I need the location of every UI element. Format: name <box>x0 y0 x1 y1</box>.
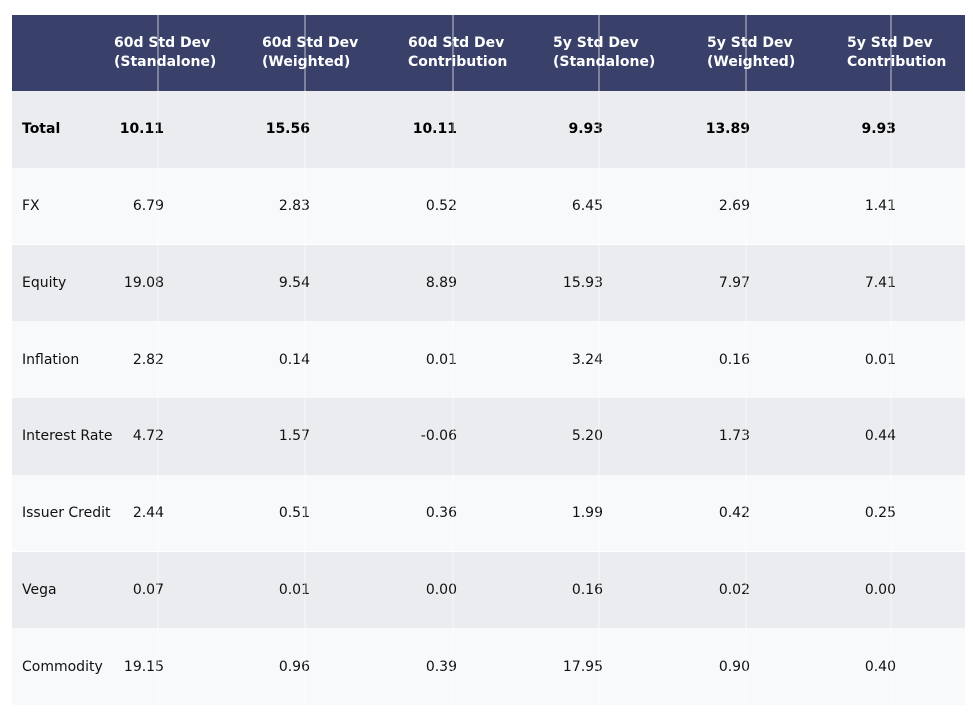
table-cell: 0.40 <box>864 658 896 675</box>
table-cell: 1.41 <box>864 198 896 215</box>
table-cell: 13.89 <box>705 121 750 138</box>
table-cell: 0.52 <box>425 198 457 215</box>
table-cell: 4.72 <box>132 428 164 445</box>
table-cell: 2.44 <box>132 505 164 522</box>
table-row: Total 10.11 15.56 10.11 9.93 13.89 9.93 <box>12 91 965 168</box>
table-row: Vega 0.07 0.01 0.00 0.16 0.02 0.00 <box>12 551 965 629</box>
row-label: Commodity <box>22 658 103 675</box>
table-cell: 0.39 <box>425 658 457 675</box>
table-cell: 1.57 <box>278 428 310 445</box>
table-row: FX 6.79 2.83 0.52 6.45 2.69 1.41 <box>12 167 965 245</box>
table-cell: 19.15 <box>123 658 164 675</box>
table-cell: 3.24 <box>571 351 603 368</box>
column-header-4: 5y Std Dev (Standalone) <box>553 35 656 70</box>
table-cell: 17.95 <box>562 658 603 675</box>
row-label: Vega <box>22 581 57 598</box>
table-cell: 2.83 <box>278 198 310 215</box>
column-header-3: 60d Std Dev Contribution <box>408 35 508 70</box>
row-label: Issuer Credit <box>22 505 111 522</box>
column-header-2: 60d Std Dev (Weighted) <box>262 35 359 70</box>
row-label: Equity <box>22 274 67 291</box>
table-cell: 19.08 <box>123 274 164 291</box>
table-cell: 0.14 <box>278 351 310 368</box>
table-row: Interest Rate 4.72 1.57 -0.06 5.20 1.73 0.44 <box>12 398 965 475</box>
column-header-6: 5y Std Dev Contribution <box>847 35 947 70</box>
table-row: Inflation 2.82 0.14 0.01 3.24 0.16 0.01 <box>12 321 965 398</box>
row-label: FX <box>22 198 40 215</box>
row-label: Interest Rate <box>22 428 113 445</box>
table-cell: 10.11 <box>119 121 164 138</box>
table-cell: 0.44 <box>864 428 896 445</box>
table-cell: 0.07 <box>132 581 164 598</box>
table-cell: 0.16 <box>571 581 603 598</box>
column-header-5: 5y Std Dev (Weighted) <box>707 35 796 70</box>
table-cell: 0.01 <box>864 351 896 368</box>
column-header-1: 60d Std Dev (Standalone) <box>114 35 217 70</box>
table-cell: 1.73 <box>718 428 750 445</box>
row-label: Total <box>22 121 61 138</box>
table-cell: 9.54 <box>278 274 310 291</box>
table-cell: 10.11 <box>412 121 457 138</box>
table-cell: 0.00 <box>864 581 896 598</box>
table-cell: 9.93 <box>568 121 603 138</box>
table-cell: 0.25 <box>864 505 896 522</box>
table-cell: 7.41 <box>864 274 896 291</box>
table-row: Equity 19.08 9.54 8.89 15.93 7.97 7.41 <box>12 244 965 322</box>
table-cell: 2.82 <box>132 351 164 368</box>
table-cell: 0.90 <box>718 658 750 675</box>
table-cell: 0.42 <box>718 505 750 522</box>
table-cell: 0.01 <box>278 581 310 598</box>
table-cell: 7.97 <box>718 274 750 291</box>
table-cell: 0.96 <box>278 658 310 675</box>
table-cell: 6.79 <box>132 198 164 215</box>
table-row: Issuer Credit 2.44 0.51 0.36 1.99 0.42 0.25 <box>12 474 965 552</box>
table-header-row: 60d Std Dev (Standalone) 60d Std Dev (Wei… <box>12 15 965 91</box>
table-cell: 6.45 <box>571 198 603 215</box>
table-cell: 0.36 <box>425 505 457 522</box>
table-cell: -0.06 <box>420 428 457 445</box>
table-cell: 0.00 <box>425 581 457 598</box>
table-cell: 0.02 <box>718 581 750 598</box>
table-cell: 5.20 <box>571 428 603 445</box>
table-cell: 9.93 <box>861 121 896 138</box>
risk-table: 60d Std Dev (Standalone) 60d Std Dev (Wei… <box>12 15 965 705</box>
table-cell: 2.69 <box>718 198 750 215</box>
table-cell: 8.89 <box>425 274 457 291</box>
table-cell: 0.16 <box>718 351 750 368</box>
table-cell: 0.51 <box>278 505 310 522</box>
table-cell: 15.56 <box>265 121 310 138</box>
table-cell: 1.99 <box>571 505 603 522</box>
table-cell: 0.01 <box>425 351 457 368</box>
table-cell: 15.93 <box>562 274 603 291</box>
table-row: Commodity 19.15 0.96 0.39 17.95 0.90 0.40 <box>12 628 965 705</box>
row-label: Inflation <box>22 351 80 368</box>
